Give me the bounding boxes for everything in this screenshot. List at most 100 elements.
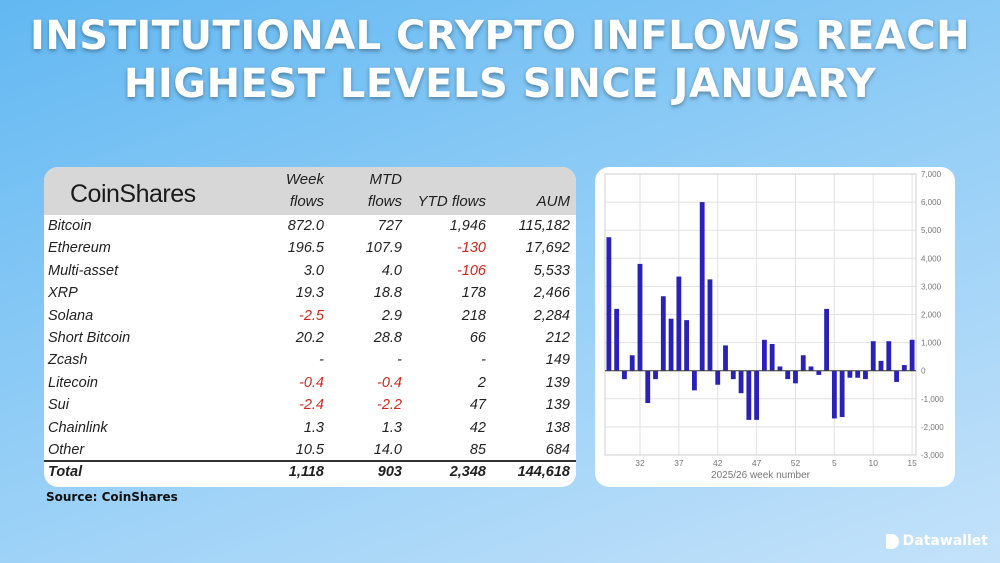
chart-bar [894, 370, 899, 382]
table-row: Solana -2.5 2.9 218 2,284 [44, 306, 576, 329]
headline-line-1: INSTITUTIONAL CRYPTO INFLOWS REACH [29, 13, 971, 59]
headline: INSTITUTIONAL CRYPTO INFLOWS REACH HIGHE… [0, 12, 1000, 108]
chart-bar [746, 370, 752, 420]
cell-aum: 212 [545, 330, 570, 346]
x-tick-label: 52 [791, 458, 801, 468]
cell-aum: 2,284 [533, 307, 570, 324]
chart-bar [808, 366, 814, 371]
chart-bar [629, 355, 635, 371]
cell-aum: 139 [545, 374, 570, 391]
cell-name: Other [48, 442, 85, 458]
chart-bar [653, 370, 658, 380]
cell-name: Zcash [48, 352, 88, 369]
table-row: Sui -2.4 -2.2 47 139 [44, 395, 576, 418]
y-tick-label: 5,000 [921, 226, 942, 235]
chart-bar [785, 370, 791, 380]
chart-bar [901, 365, 907, 371]
cell-aum: 139 [545, 397, 570, 414]
total-divider [44, 460, 576, 462]
y-tick-label: 2,000 [921, 311, 942, 320]
chart-bar [723, 345, 728, 371]
flows-table: CoinShares Week flows MTD flows YTD flow… [44, 167, 576, 487]
chart-bar [707, 279, 713, 371]
chart-bar [730, 370, 736, 380]
cell-name: Total [48, 464, 83, 480]
chart-bar [684, 320, 690, 371]
table-row: Bitcoin 872.0 727 1,946 115,182 [44, 216, 576, 239]
cell-mtd: 727 [377, 218, 402, 234]
chart-bar [800, 355, 806, 371]
cell-mtd: -0.4 [377, 374, 402, 391]
coinshares-logo: CoinShares [70, 180, 196, 208]
x-tick-label: 15 [907, 458, 917, 468]
cell-aum: 138 [545, 419, 570, 436]
y-tick-label: 7,000 [921, 170, 942, 179]
chart-bar [831, 370, 837, 419]
chart-bar [645, 370, 651, 404]
chart-bar [660, 296, 666, 371]
source-note: Source: CoinShares [46, 490, 178, 504]
chart-bar [878, 360, 884, 371]
table-row: Litecoin -0.4 -0.4 2 139 [44, 373, 576, 396]
chart-bar [793, 370, 798, 384]
cell-ytd: 85 [469, 442, 486, 458]
cell-ytd: -106 [456, 262, 486, 279]
table-row: Multi-asset 3.0 4.0 -106 5,533 [44, 261, 576, 284]
table-row: Zcash - - - 149 [44, 350, 576, 373]
cell-aum: 144,618 [517, 464, 570, 480]
chart-bar [824, 308, 829, 371]
x-tick-label: 10 [869, 458, 879, 468]
chart-bar [754, 370, 760, 420]
cell-mtd: 1.3 [381, 419, 402, 436]
weekly-flows-chart: -3,000 -2,000 -1,000 0 1,000 2,000 3,000 4,000 5… [595, 167, 955, 487]
table-header: CoinShares Week flows MTD flows YTD flow… [44, 167, 576, 215]
cell-week: 196.5 [287, 240, 324, 257]
cell-ytd: 47 [469, 397, 486, 414]
cell-aum: 5,533 [533, 262, 570, 279]
cell-ytd: 178 [461, 285, 486, 302]
cell-week: -0.4 [299, 374, 324, 391]
cell-mtd: 903 [377, 464, 402, 480]
chart-bar [738, 370, 744, 394]
chart-bar [692, 370, 697, 391]
chart-bar [816, 370, 822, 375]
x-tick-label: 47 [752, 458, 762, 468]
chart-bar [855, 370, 861, 378]
chart-bar [777, 366, 783, 371]
y-tick-label: -3,000 [921, 451, 944, 460]
chart-bar [699, 202, 705, 371]
cell-aum: 149 [545, 352, 570, 369]
chart-bar [769, 344, 775, 371]
cell-ytd: 42 [469, 419, 486, 436]
chart-bar [761, 339, 767, 371]
cell-week: 3.0 [303, 262, 324, 279]
header-ytd-flows: YTD flows [417, 193, 486, 210]
x-tick-label: 5 [832, 458, 837, 468]
datawallet-brand: Datawallet [885, 533, 988, 549]
plot-frame [604, 173, 917, 456]
chart-bar [606, 237, 612, 371]
chart-bar [863, 370, 868, 380]
header-mtd-flows: MTD flows [367, 171, 402, 210]
cell-mtd: -2.2 [377, 397, 402, 414]
chart-bar [909, 339, 915, 371]
table-row: Other 10.5 14.0 85 684 [44, 440, 576, 463]
header-aum: AUM [536, 193, 570, 210]
cell-ytd: 66 [469, 330, 486, 346]
table-row: XRP 19.3 18.8 178 2,466 [44, 283, 576, 306]
table-row: Ethereum 196.5 107.9 -130 17,692 [44, 238, 576, 261]
cell-ytd: 218 [461, 307, 486, 324]
chart-bar [637, 263, 643, 371]
y-tick-label: 6,000 [921, 198, 942, 207]
cell-name: Short Bitcoin [48, 330, 131, 346]
cell-aum: 115,182 [518, 218, 570, 234]
y-tick-label: 1,000 [921, 339, 942, 348]
cell-name: Litecoin [48, 374, 98, 391]
cell-aum: 2,466 [533, 285, 570, 302]
cell-name: Multi-asset [48, 262, 119, 279]
cell-name: Sui [48, 397, 69, 414]
x-tick-label: 37 [674, 458, 684, 468]
cell-mtd: 2.9 [381, 307, 402, 324]
cell-ytd: 2 [477, 374, 486, 391]
x-tick-label: 42 [713, 458, 723, 468]
